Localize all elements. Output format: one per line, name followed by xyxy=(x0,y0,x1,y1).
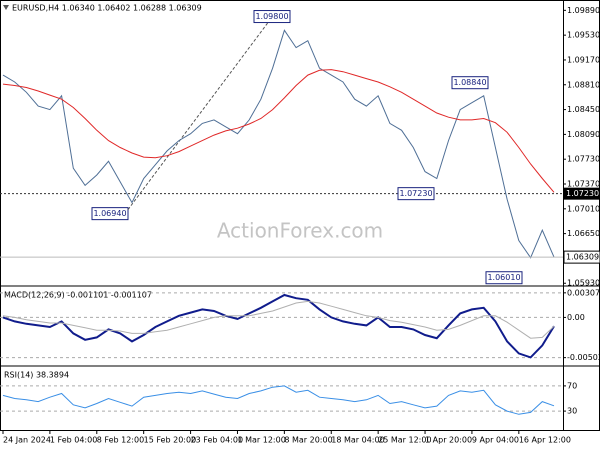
y-tick-label: 1.07370 xyxy=(567,180,600,189)
panel-title: MACD(12,26,9) -0.001101 -0.001107 xyxy=(4,291,152,300)
annotation-box xyxy=(397,187,435,201)
x-tick-label: 25 Mar 12:00 xyxy=(378,436,431,445)
x-tick-label: 8 Mar 20:00 xyxy=(284,436,332,445)
y-tick-label: 1.06650 xyxy=(567,229,600,238)
panel-title: EURUSD,H4 1.06340 1.06402 1.06288 1.0630… xyxy=(12,4,202,13)
x-tick-label: 1 Mar 12:00 xyxy=(237,436,285,445)
y-tick-label: 70 xyxy=(567,381,577,390)
x-tick-label: 9 Apr 04:00 xyxy=(472,436,519,445)
symbol-icon xyxy=(3,5,9,10)
panel-title: RSI(14) 38.3894 xyxy=(4,371,69,380)
y-tick-label: 0.003071 xyxy=(567,288,600,297)
y-tick-label: 1.08450 xyxy=(567,105,600,114)
annotation: 1.08840 xyxy=(453,78,486,87)
y-tick-label: 0.00 xyxy=(567,313,585,322)
y-tick-label: 1.09170 xyxy=(567,55,600,64)
series-line xyxy=(2,300,555,339)
y-tick-label: 1.07730 xyxy=(567,155,600,164)
y-tick-label: 30 xyxy=(567,407,577,416)
y-tick-label: 1.08810 xyxy=(567,80,600,89)
x-tick-label: 8 Feb 12:00 xyxy=(97,436,144,445)
series-line xyxy=(2,29,555,259)
y-tick-label: -0.005025 xyxy=(567,353,600,362)
x-tick-label: 1 Feb 04:00 xyxy=(50,436,97,445)
annotation: 1.09800 xyxy=(255,12,288,21)
annotation-box xyxy=(91,207,129,221)
x-tick-label: 23 Feb 04:00 xyxy=(191,436,243,445)
x-tick-label: 1 Apr 20:00 xyxy=(425,436,472,445)
y-tick-label: 1.05930 xyxy=(567,279,600,288)
annotation: 1.06010 xyxy=(487,273,520,282)
last-price-label: 1.06309 xyxy=(566,253,599,262)
series-line xyxy=(2,293,555,359)
series-line xyxy=(2,385,555,415)
x-tick-label: 18 Mar 04:00 xyxy=(331,436,384,445)
y-tick-label: 1.09890 xyxy=(567,6,600,15)
level-box xyxy=(564,187,600,200)
level-label: 1.07230 xyxy=(566,189,599,198)
watermark: ActionForex.com xyxy=(217,219,383,243)
annotation: 1.07230 xyxy=(399,189,432,198)
last-price-box xyxy=(563,250,600,264)
y-tick-label: 1.09530 xyxy=(567,31,600,40)
x-tick-label: 16 Apr 12:00 xyxy=(519,436,571,445)
annotation-box xyxy=(451,76,489,90)
annotation-box xyxy=(253,10,291,24)
x-tick-label: 15 Feb 20:00 xyxy=(144,436,196,445)
zigzag xyxy=(127,22,269,210)
x-tick-label: 24 Jan 2024 xyxy=(3,436,51,445)
y-tick-label: 1.07010 xyxy=(567,204,600,213)
series-line xyxy=(2,69,555,193)
y-tick-label: 1.08090 xyxy=(567,130,600,139)
annotation-box xyxy=(485,271,523,285)
annotation: 1.06940 xyxy=(93,209,126,218)
